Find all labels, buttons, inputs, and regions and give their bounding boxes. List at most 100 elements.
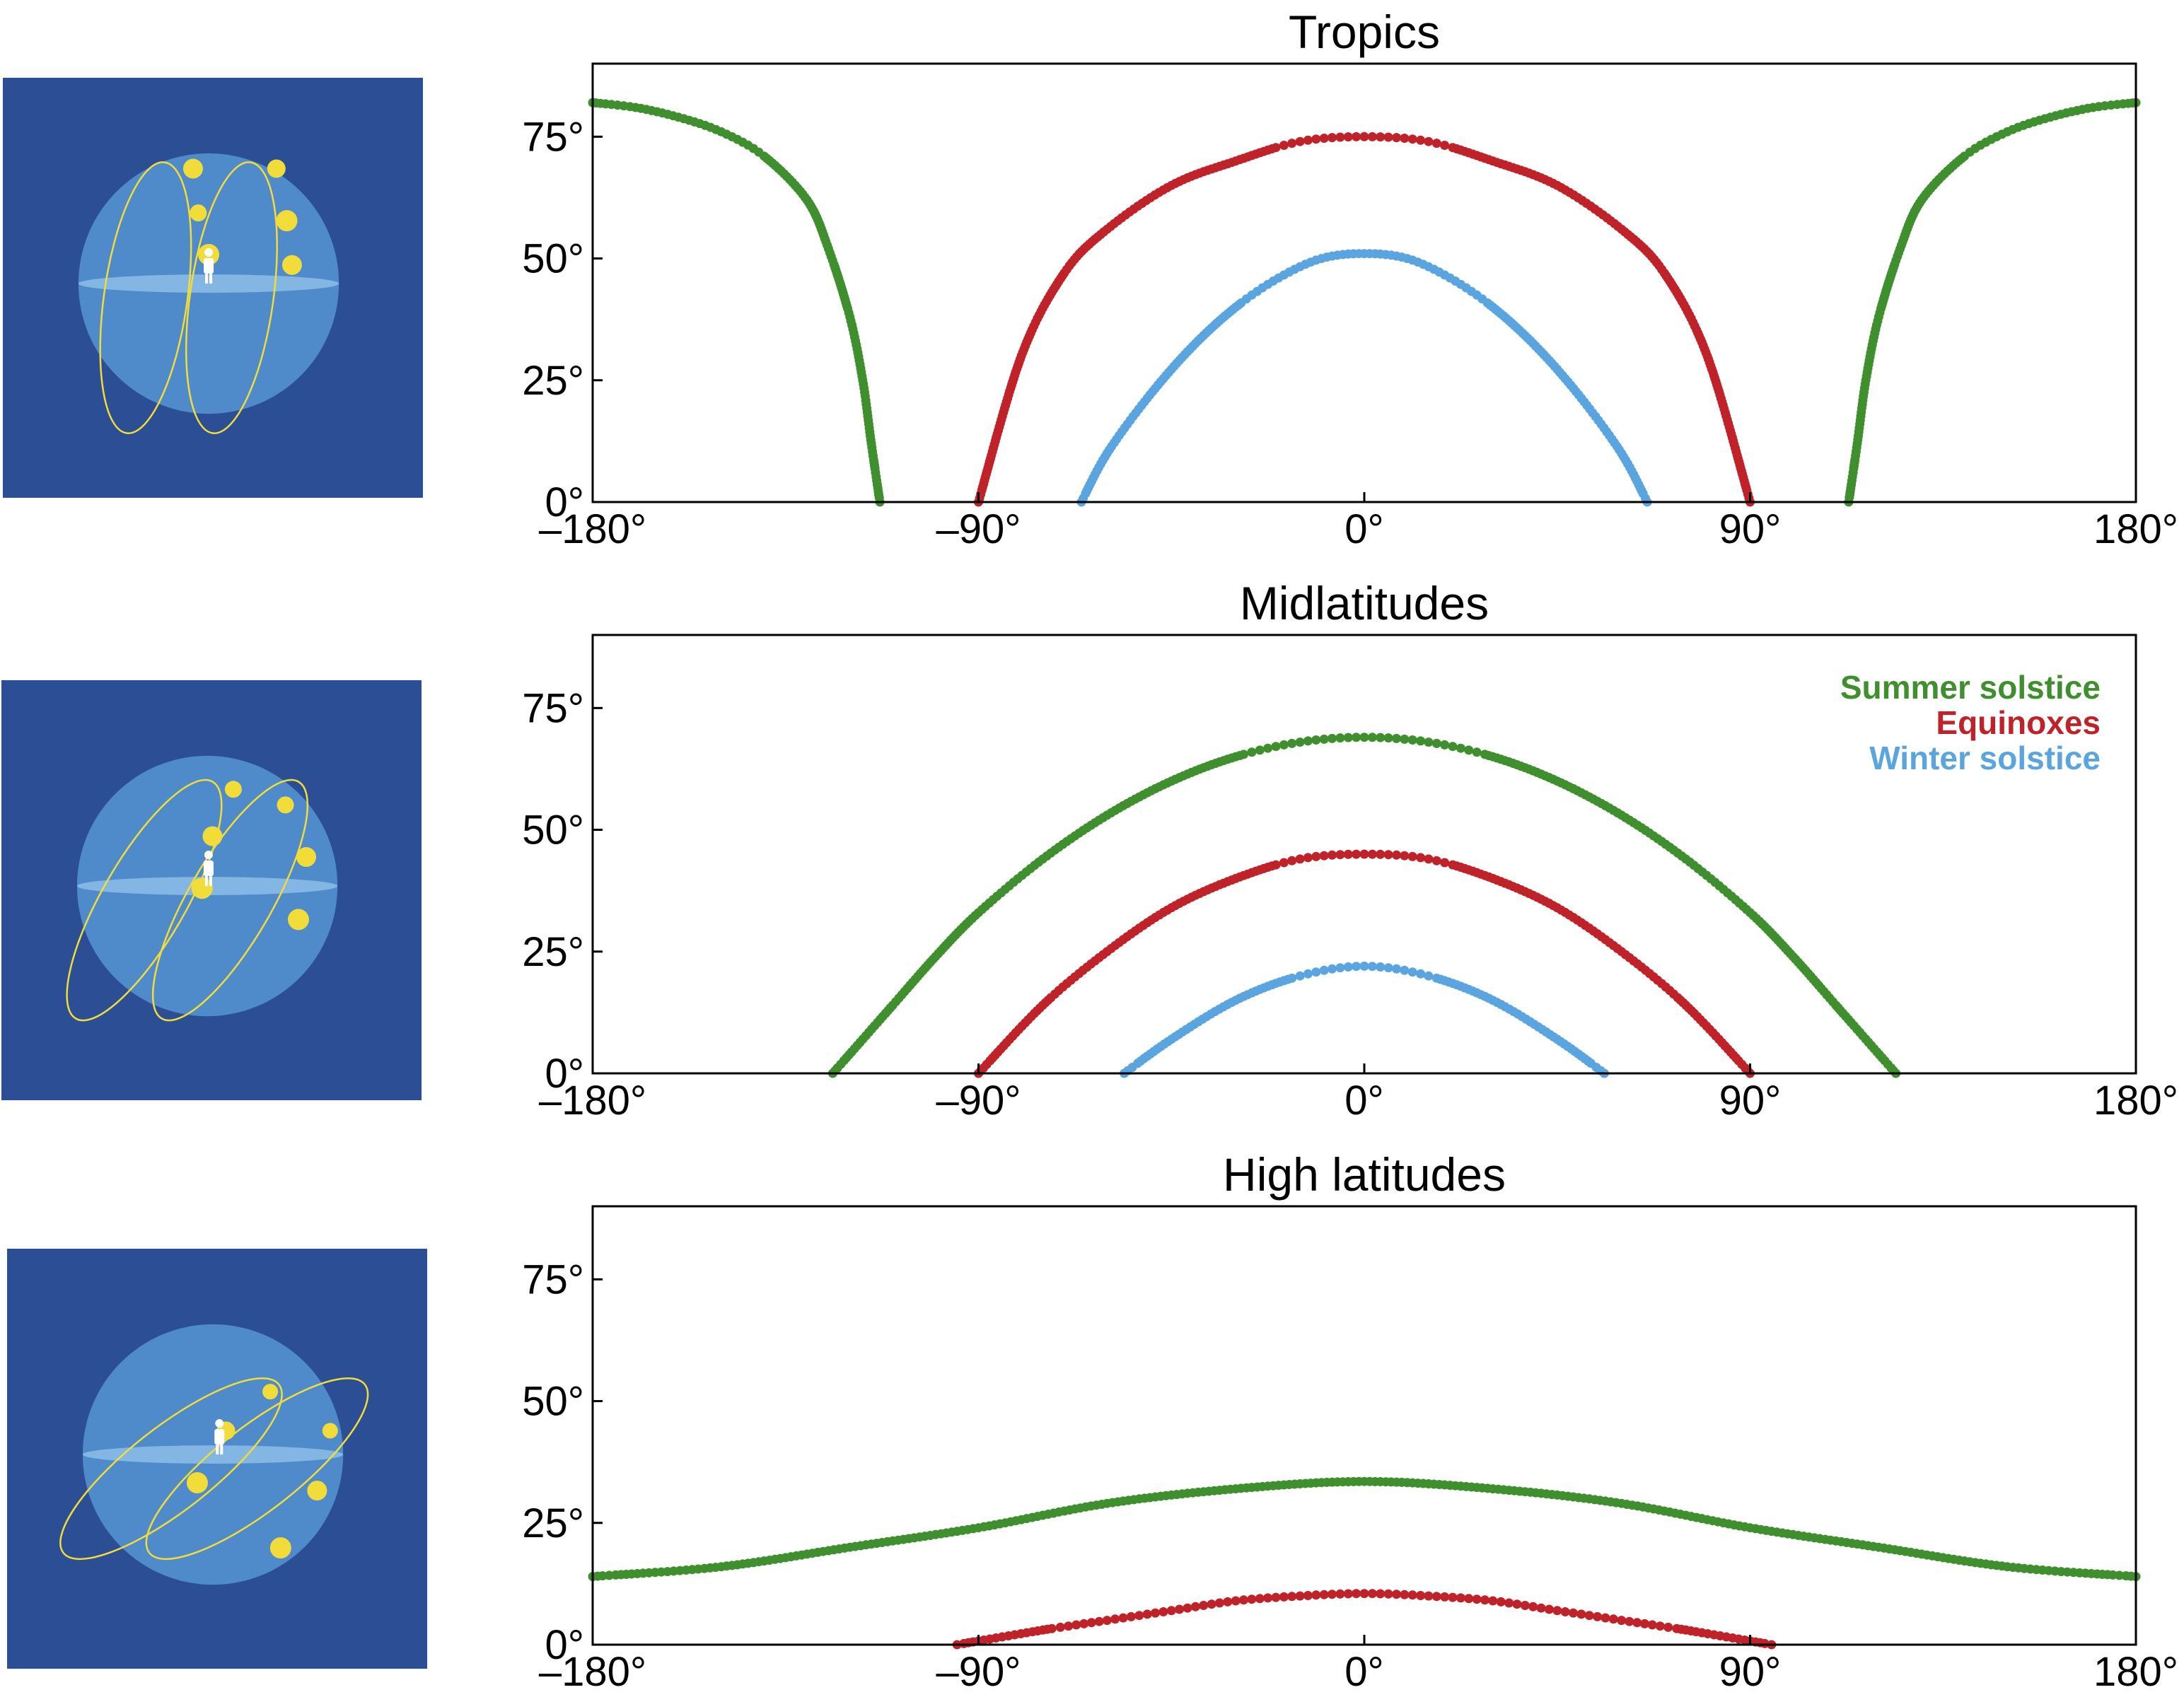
data-point [1352,733,1361,742]
data-point [1271,143,1281,153]
data-point [1343,849,1353,859]
x-tick-label: –90° [936,1078,1021,1124]
data-point [1142,1609,1152,1619]
data-point [1199,1601,1209,1610]
data-point [1424,1591,1434,1601]
data-point [1424,737,1434,747]
sun-icon [190,204,207,222]
data-series [588,1476,2141,1582]
y-tick-label: 75° [522,1256,584,1302]
x-tick-label: 0° [1344,1078,1383,1124]
data-point [1207,1599,1216,1609]
x-tick-label: –90° [936,1649,1021,1695]
data-point [1663,1622,1673,1632]
data-point [1431,856,1441,865]
data-point [1247,1594,1257,1604]
data-point [1086,1618,1096,1628]
data-point [1552,1606,1562,1616]
data-point [1407,967,1417,977]
data-point [1287,973,1297,983]
x-tick-label: 0° [1344,1649,1383,1695]
data-point [1601,1613,1610,1623]
y-tick-label: 25° [522,1500,584,1546]
sun-positions [182,158,302,275]
data-point [1255,1594,1265,1604]
data-point [1504,1598,1514,1608]
data-point [1239,1595,1248,1605]
data-point [1416,1591,1426,1600]
data-point [2108,1570,2118,1580]
data-point [1118,1613,1128,1623]
data-point [1287,1592,1297,1602]
data-point [1376,962,1386,972]
data-point [1472,1594,1482,1604]
observer-icon [214,1419,225,1455]
data-point [1295,737,1305,747]
data-series [827,733,1901,1078]
x-tick-label: 90° [1719,1649,1782,1695]
data-point [1343,1589,1353,1599]
data-point [1647,1620,1657,1630]
x-tick-label: 180° [2093,506,2178,552]
data-point [1383,733,1393,743]
data-point [1183,1603,1192,1613]
sky-dome-thumbnail [3,78,423,498]
data-point [1311,735,1321,745]
horizon-disc [78,274,339,293]
panel-title: Tropics [1289,6,1440,58]
data-point [1295,854,1305,864]
sun-icon [262,1384,279,1400]
sun-icon [307,1481,327,1501]
data-point [1335,733,1345,743]
sun-icon [322,1423,338,1439]
data-point [1279,740,1289,750]
data-point [1576,1609,1586,1619]
data-point [1520,1601,1530,1610]
y-tick-label: 0° [545,1622,584,1668]
data-point [1303,853,1313,863]
data-point [1407,1590,1417,1600]
panel-title: Midlatitudes [1240,577,1489,629]
x-tick-label: 0° [1344,506,1383,552]
data-point [1335,132,1345,142]
sun-icon [277,796,294,814]
data-point [1295,971,1305,981]
data-point [1407,735,1417,745]
sky-dome-thumbnail [1,680,422,1100]
data-point [1079,1619,1089,1628]
data-point [1424,854,1434,864]
data-point [1110,1614,1120,1624]
data-point [598,1571,608,1581]
data-point [1367,132,1377,141]
data-point [1512,1599,1522,1609]
data-point [1456,743,1465,753]
data-point [1376,132,1386,142]
observer-icon [204,248,214,284]
y-tick-label: 0° [545,479,584,525]
data-point [1352,1589,1361,1599]
data-point [1303,1591,1313,1600]
data-point [1047,1623,1057,1633]
data-point [1383,850,1393,860]
data-point [1303,969,1313,979]
data-point [1239,750,1248,759]
data-point [1448,1592,1458,1602]
data-point [1151,1608,1160,1618]
x-tick-label: 90° [1719,506,1782,552]
data-series [1120,961,1609,1078]
y-tick-label: 75° [522,685,584,731]
data-point [1400,851,1410,861]
data-series [974,132,1755,507]
data-point [1440,141,1450,150]
sun-icon [267,159,286,178]
data-point [1416,736,1426,746]
data-point [1760,1638,1770,1648]
data-point [1311,1590,1321,1600]
sun-path [99,161,192,434]
data-point [1094,1616,1104,1626]
data-point [1480,1595,1489,1605]
sun-icon [287,909,309,931]
data-point [1352,962,1361,972]
data-point [1352,849,1361,859]
x-tick-label: –180° [539,506,646,552]
